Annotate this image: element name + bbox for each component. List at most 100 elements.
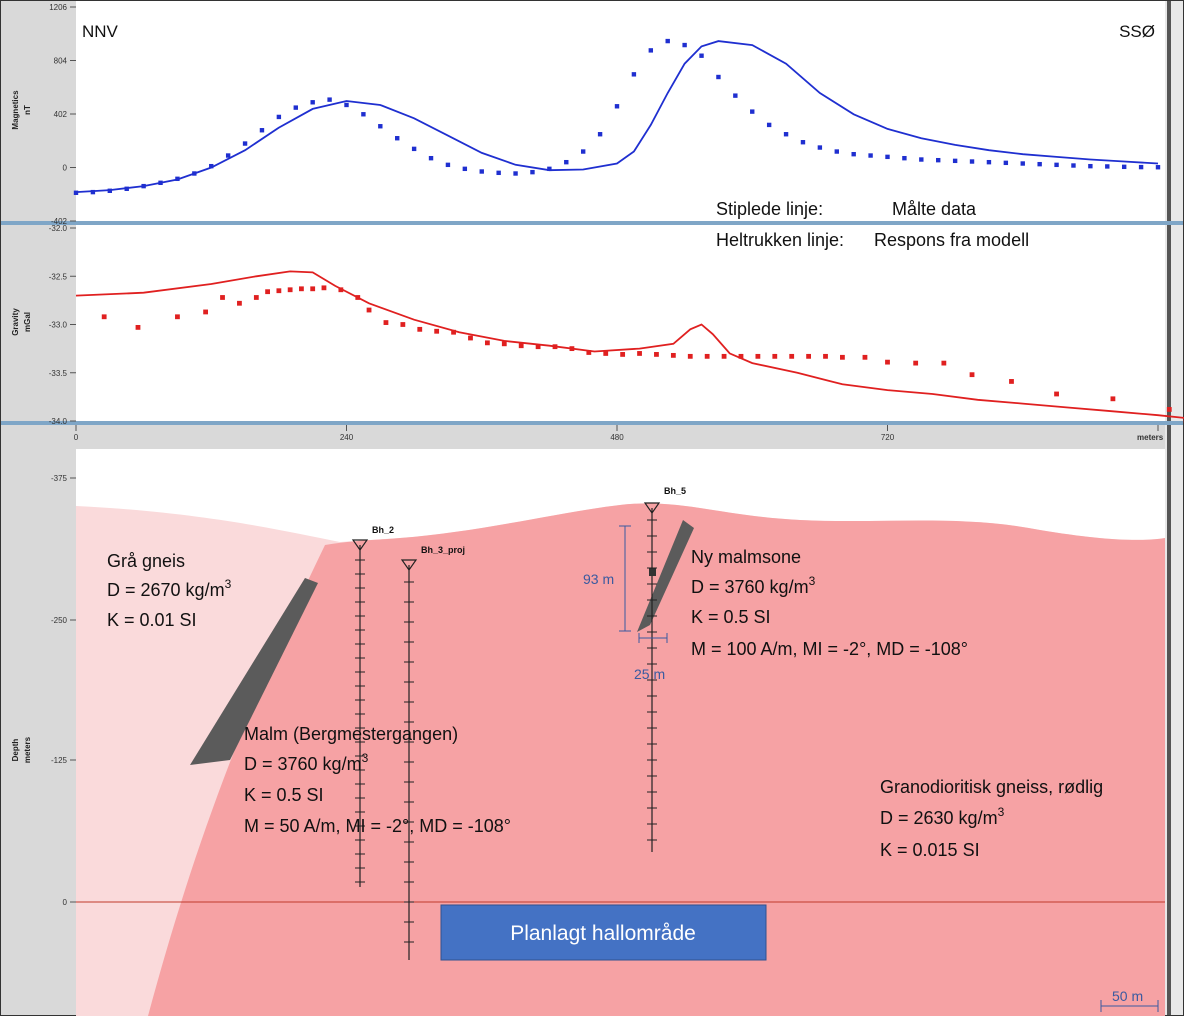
- measured-point: [1138, 164, 1144, 170]
- right-scroll-handle[interactable]: [1167, 0, 1171, 1016]
- measured-point: [276, 288, 282, 294]
- measured-point: [772, 353, 778, 359]
- measured-point: [969, 159, 975, 164]
- svg-text:Granodioritisk gneiss, rødlig: Granodioritisk gneiss, rødlig: [880, 777, 1103, 797]
- measured-point: [338, 287, 344, 293]
- measured-point: [203, 309, 209, 315]
- measured-point: [141, 183, 146, 189]
- measured-point: [209, 163, 214, 169]
- measured-point: [327, 97, 332, 102]
- measured-point: [237, 300, 242, 306]
- svg-text:Ny malmsone: Ny malmsone: [691, 547, 801, 567]
- x-tick-label: 480: [610, 433, 624, 442]
- measured-point: [192, 171, 197, 176]
- measured-point: [259, 128, 265, 133]
- measured-point: [936, 157, 941, 163]
- y-tick-label: 0: [63, 898, 68, 907]
- measured-point: [468, 335, 473, 341]
- measured-point: [484, 340, 490, 346]
- panel-separator: [0, 421, 1184, 425]
- measured-point: [564, 159, 569, 165]
- magnetics-plot: [73, 38, 1161, 195]
- svg-text:K = 0.5 SI: K = 0.5 SI: [244, 785, 324, 805]
- measured-point: [101, 314, 107, 320]
- measured-point: [665, 38, 670, 44]
- y-tick-label: 804: [54, 57, 68, 66]
- depth-axis-title: Depth: [11, 739, 20, 762]
- measured-point: [721, 353, 727, 359]
- scale-bar: [1100, 1000, 1159, 1012]
- measured-point: [750, 109, 755, 114]
- measured-point: [919, 157, 924, 162]
- borehole-label: Bh_5: [664, 486, 686, 496]
- measured-point: [1110, 396, 1116, 402]
- measured-point: [885, 154, 890, 160]
- scale-bar-label: 50 m: [1112, 988, 1143, 1004]
- measured-point: [411, 146, 417, 152]
- x-tick-label: 0: [74, 433, 79, 442]
- measured-point: [1071, 163, 1076, 168]
- measured-point: [287, 287, 293, 293]
- measured-point: [733, 93, 738, 98]
- measured-point: [817, 145, 823, 150]
- measured-point: [496, 170, 501, 176]
- measured-point: [225, 153, 231, 158]
- measured-point: [840, 354, 845, 360]
- measured-point: [265, 289, 271, 295]
- measured-point: [682, 42, 687, 48]
- dimension-height-label: 93 m: [583, 571, 614, 587]
- measured-point: [1037, 161, 1042, 167]
- measured-point: [175, 176, 180, 182]
- measured-point: [603, 351, 609, 356]
- depth-y-axis: -375 -250 -125 0: [51, 474, 76, 907]
- svg-text:Grå gneis: Grå gneis: [107, 551, 185, 571]
- direction-left: NNV: [82, 22, 119, 41]
- measured-point: [135, 324, 141, 330]
- y-axis-column: [0, 0, 76, 1016]
- measured-point: [580, 149, 586, 154]
- measured-point: [366, 307, 372, 313]
- measured-point: [242, 141, 248, 146]
- borehole-bh-5[interactable]: Bh_5: [643, 486, 686, 852]
- borehole-label: Bh_3_proj: [421, 545, 465, 555]
- measured-point: [868, 153, 873, 158]
- x-tick-label: 240: [340, 433, 354, 442]
- gravity-plot: [75, 270, 1184, 423]
- measured-point: [158, 180, 163, 186]
- measured-point: [513, 171, 518, 176]
- measured-point: [885, 359, 890, 365]
- svg-text:Malm (Bergmestergangen): Malm (Bergmestergangen): [244, 724, 458, 744]
- measured-point: [253, 295, 259, 300]
- label-malm: Malm (Bergmestergangen) D = 3760 kg/m3 K…: [244, 724, 511, 836]
- measured-point: [535, 344, 541, 350]
- measured-point: [518, 343, 524, 349]
- measured-point: [90, 189, 96, 195]
- measured-point: [479, 169, 484, 174]
- svg-text:M = 100 A/m, MI = -2°, MD = -1: M = 100 A/m, MI = -2°, MD = -108°: [691, 639, 968, 659]
- y-tick-label: 402: [54, 110, 68, 119]
- measured-point: [1121, 164, 1127, 170]
- measured-point: [614, 104, 620, 109]
- x-tick-label: 720: [881, 433, 895, 442]
- borehole-bh-3-proj[interactable]: Bh_3_proj: [400, 545, 465, 960]
- y-tick-label: -32.0: [49, 224, 68, 233]
- svg-text:K = 0.015 SI: K = 0.015 SI: [880, 840, 980, 860]
- measured-point: [1054, 162, 1059, 168]
- direction-right: SSØ: [1119, 22, 1155, 41]
- gravity-y-axis: -32.0 -32.5 -33.0 -33.5 -34.0: [49, 224, 76, 426]
- measured-point: [434, 328, 440, 334]
- measured-point: [823, 353, 828, 359]
- planned-hall-label: Planlagt hallområde: [510, 922, 696, 945]
- measured-point: [361, 112, 366, 117]
- svg-text:M = 50 A/m, MI = -2°, MD = -10: M = 50 A/m, MI = -2°, MD = -108°: [244, 816, 511, 836]
- magnetics-y-axis: 1206 804 402 0 -402: [49, 3, 76, 226]
- magnetics-axis-title: Magnetics: [11, 90, 20, 130]
- measured-point: [637, 351, 642, 356]
- measured-point: [73, 190, 79, 195]
- measured-point: [1166, 407, 1172, 412]
- measured-point: [310, 100, 315, 105]
- measured-point: [586, 350, 592, 355]
- measured-point: [124, 186, 129, 191]
- borehole-bh-2[interactable]: Bh_2: [351, 525, 394, 887]
- measured-point: [755, 353, 761, 359]
